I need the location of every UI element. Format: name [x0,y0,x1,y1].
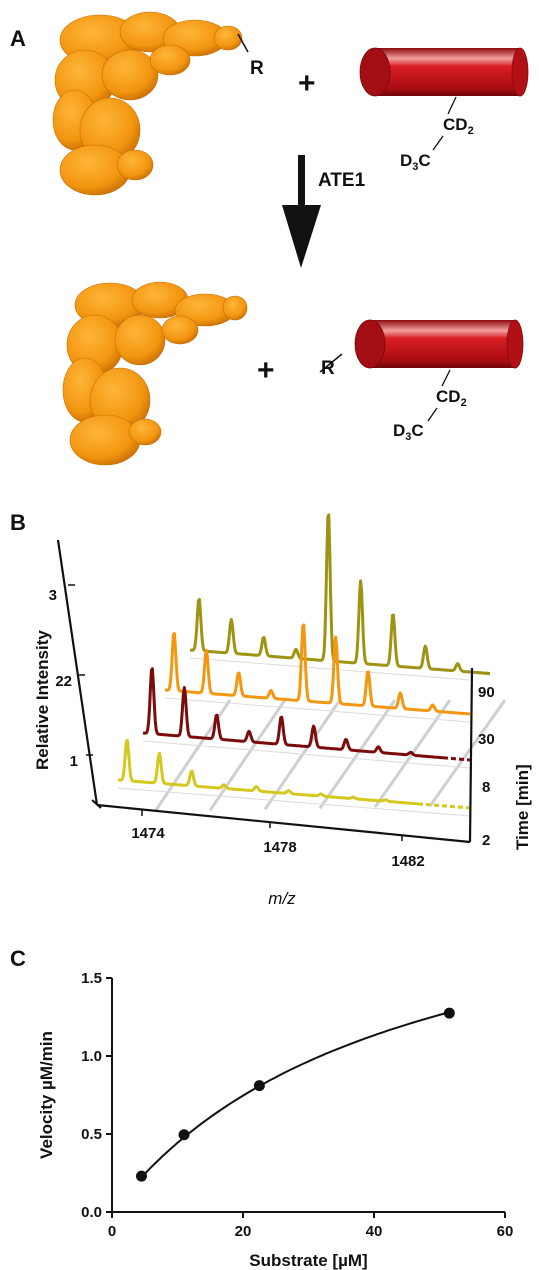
c-data-point [135,1170,147,1182]
panel-b-label: B [10,510,26,535]
b-x-tick-1482: 1482 [391,853,424,870]
grid-row-line [164,697,471,723]
b-y-ticks [68,584,93,756]
b-x-tick-1474: 1474 [131,825,165,842]
reaction-arrow [282,155,321,268]
c-x-tick-label: 20 [235,1223,252,1240]
spectrum-tail-8min [442,756,471,762]
cd2-label-top: CD2 [443,115,474,137]
b-y-tick-3: 3 [49,587,57,604]
spectrum-trace-2min [117,738,419,806]
cd2-label-bottom: CD2 [436,387,467,409]
c-x-tick-label: 0 [108,1223,116,1240]
b-time-title: Time [min] [513,764,532,850]
c-x-tick-label: 60 [497,1223,514,1240]
grid-depth-line [208,699,287,812]
grid-depth-line [318,699,397,810]
grid-row-line [142,740,471,769]
velocity-chart: 0.0 0.5 1.0 1.5 0 20 40 60 Substrate [µM] Velocit… [37,970,513,1270]
spectrum-trace-30min [164,623,466,716]
plus-sign-bottom: + [257,354,275,387]
c-y-tick-label: 1.5 [81,970,102,987]
c-fit-curve [140,1011,450,1178]
d3c-label-top: D3C [400,151,431,173]
grid-row-line [189,657,471,681]
b-time-axis [468,667,474,843]
b-mz-axis [96,803,471,844]
cylinder-top [359,47,529,97]
grid-depth-line [428,699,507,807]
c-x-title: Substrate [µM] [249,1251,367,1270]
grid-row-line [117,787,471,817]
b-y-tick-1: 1 [70,753,78,770]
spectrum-trace-8min [142,667,444,760]
c-data-point [443,1007,455,1019]
b-vertical-axis [56,539,99,806]
protein-surface-top [52,11,243,196]
spectrum-trace-90min [189,513,491,676]
b-y-title: Relative Intensity [33,630,52,770]
b-x-tick-1478: 1478 [263,839,296,856]
r-label-top: R [250,58,264,79]
c-data-point [253,1080,265,1092]
c-y-tick-label: 0.0 [81,1204,102,1221]
spectra-traces [117,513,491,810]
c-data-point [178,1129,190,1141]
b-time-label-2: 2 [482,832,490,849]
spectrum-tail-90min [469,670,491,676]
plus-sign-top: + [298,67,316,100]
c-y-tick-label: 1.0 [81,1048,102,1065]
c-y-title: Velocity µM/min [37,1031,56,1159]
b-time-label-30: 30 [478,731,495,748]
protein-surface-bottom [62,281,248,466]
d3c-label-bottom: D3C [393,421,424,443]
panel-a-label: A [10,26,26,51]
b-time-label-90: 90 [478,684,495,701]
panel-c-label: C [10,946,26,971]
c-x-tick-label: 40 [366,1223,383,1240]
cylinder-bottom [354,319,524,369]
b-y-tick-22: 22 [55,673,72,690]
b-x-title: m/z [268,889,296,908]
spectrum-tail-2min [417,802,471,810]
r-label-bottom: R [321,358,335,379]
c-y-tick-label: 0.5 [81,1126,102,1143]
enzyme-label: ATE1 [318,170,366,191]
b-time-label-8: 8 [482,779,490,796]
